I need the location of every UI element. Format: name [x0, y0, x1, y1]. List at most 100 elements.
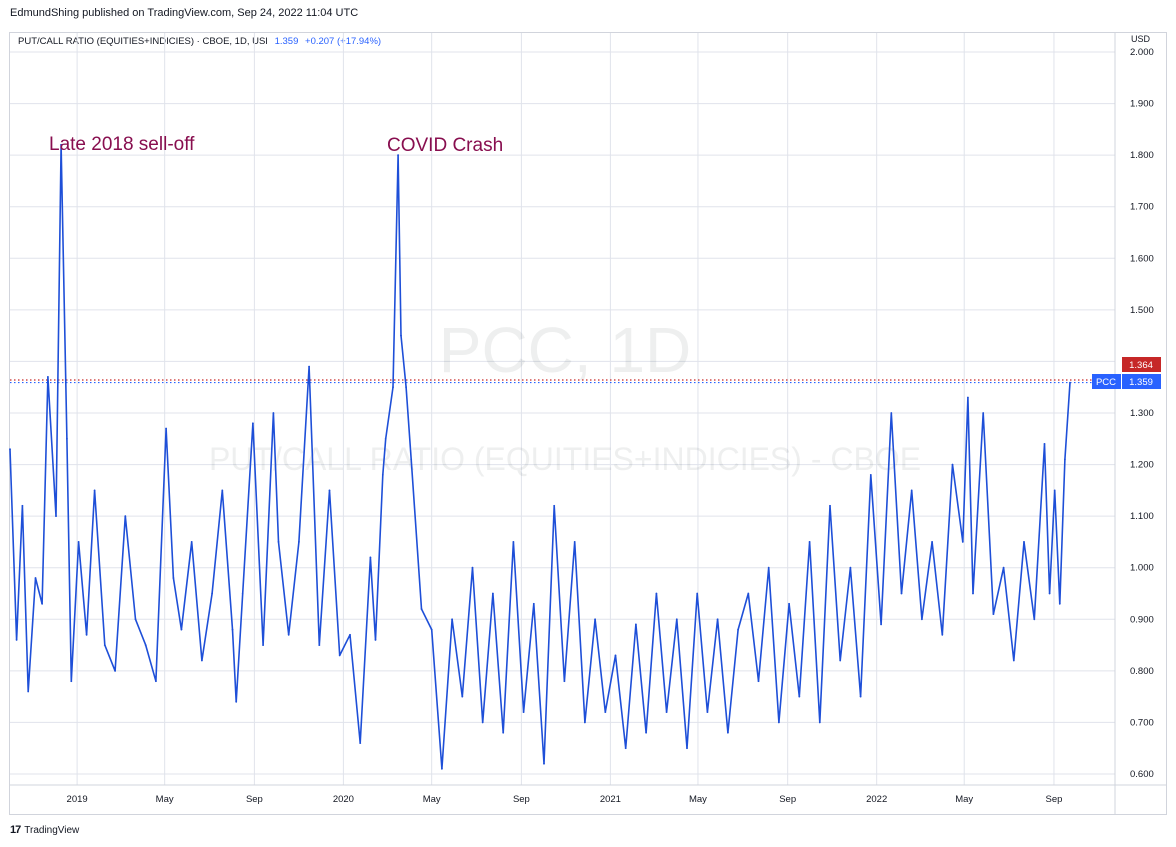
data-point	[405, 386, 407, 389]
data-point	[573, 541, 576, 543]
data-point	[1069, 381, 1071, 384]
data-point	[747, 592, 750, 595]
data-point	[441, 767, 443, 770]
data-point	[70, 680, 73, 683]
data-point	[492, 592, 494, 595]
y-tick-label: 0.600	[1130, 769, 1154, 780]
last-price-badge-bg	[1122, 374, 1161, 389]
data-point	[328, 489, 331, 492]
data-point	[829, 504, 831, 507]
x-tick-label: May	[423, 794, 441, 805]
data-point	[686, 747, 688, 750]
data-point	[21, 504, 24, 507]
data-point	[584, 721, 586, 724]
data-point	[1048, 592, 1051, 595]
data-point	[190, 541, 193, 543]
data-point	[34, 577, 37, 579]
data-point	[767, 566, 770, 569]
footer-brand[interactable]: 17 TradingView	[10, 824, 79, 836]
x-tick-label: 2020	[333, 794, 354, 805]
data-point	[410, 458, 413, 461]
data-point	[604, 711, 607, 713]
data-point	[778, 721, 780, 724]
data-point	[951, 463, 954, 466]
y-tick-label: 2.000	[1130, 47, 1154, 58]
data-point	[318, 644, 321, 646]
y-tick-label: 1.500	[1130, 305, 1154, 316]
data-point	[624, 747, 627, 750]
price-badge-red-bg	[1122, 357, 1161, 372]
data-point	[287, 633, 290, 636]
x-tick-label: 2021	[600, 794, 621, 805]
y-tick-label: 1.000	[1130, 563, 1154, 574]
data-point	[982, 412, 985, 414]
data-point	[15, 639, 18, 641]
data-point	[818, 721, 821, 724]
data-point	[696, 592, 699, 595]
ticker-badge-bg	[1092, 374, 1121, 389]
y-tick-label: 0.800	[1130, 666, 1154, 677]
data-point	[134, 618, 137, 621]
data-point	[155, 680, 157, 683]
last-value: 1.359	[274, 36, 299, 47]
data-point	[665, 711, 668, 713]
data-point	[103, 644, 106, 646]
x-tick-label: May	[156, 794, 174, 805]
y-tick-label: 1.600	[1130, 253, 1154, 264]
data-point	[172, 577, 175, 579]
data-point	[349, 633, 351, 636]
data-point	[277, 541, 280, 543]
annotation-late-2018: Late 2018 sell-off	[49, 134, 195, 155]
data-point	[502, 731, 505, 734]
data-point	[635, 623, 637, 626]
data-point	[221, 489, 224, 492]
data-point	[543, 762, 545, 765]
symbol-label[interactable]: PUT/CALL RATIO (EQUITIES+INDICIES) · CBO…	[18, 36, 268, 47]
data-point	[114, 670, 116, 672]
data-point	[1064, 458, 1066, 461]
y-tick-label: 1.300	[1130, 408, 1154, 419]
data-point	[1002, 566, 1005, 569]
x-tick-label: 2022	[866, 794, 887, 805]
data-point	[941, 633, 944, 636]
data-point	[563, 680, 566, 683]
x-tick-label: Sep	[779, 794, 796, 805]
data-point	[788, 602, 790, 605]
series-points	[9, 143, 1071, 770]
data-point	[272, 412, 275, 414]
price-badge-red: 1.364	[1122, 357, 1161, 372]
data-point	[890, 412, 893, 414]
brand-label: TradingView	[24, 824, 80, 836]
watermark-symbol: PCC, 1D	[439, 314, 692, 386]
data-point	[262, 644, 264, 646]
data-point	[1023, 541, 1025, 543]
data-point	[859, 695, 862, 698]
reference-lines	[10, 379, 1115, 384]
data-point	[921, 618, 923, 621]
data-point	[124, 515, 127, 517]
data-point	[481, 721, 484, 724]
data-point	[880, 623, 882, 626]
data-point	[55, 515, 57, 517]
data-point	[594, 618, 596, 621]
data-point	[614, 654, 617, 657]
x-tick-label: May	[955, 794, 973, 805]
grid	[9, 33, 1167, 815]
x-tick-label: Sep	[246, 794, 263, 805]
data-point	[231, 628, 234, 631]
y-axis-ticks: 0.600 0.700 0.800 0.900 1.000 1.100 1.200 1.300…	[1130, 47, 1154, 780]
data-point	[298, 541, 300, 543]
price-badge-last[interactable]: PCC 1.359	[1092, 374, 1161, 389]
data-point	[808, 541, 811, 543]
x-tick-label: 2019	[67, 794, 88, 805]
data-point	[910, 489, 913, 492]
data-point	[706, 711, 709, 713]
data-point	[235, 700, 238, 703]
data-point	[400, 334, 402, 337]
currency-label: USD	[1131, 34, 1151, 44]
data-point	[992, 613, 995, 615]
data-point	[961, 541, 964, 543]
chart-frame	[9, 32, 1167, 815]
data-point	[798, 695, 801, 698]
data-point	[180, 628, 183, 631]
